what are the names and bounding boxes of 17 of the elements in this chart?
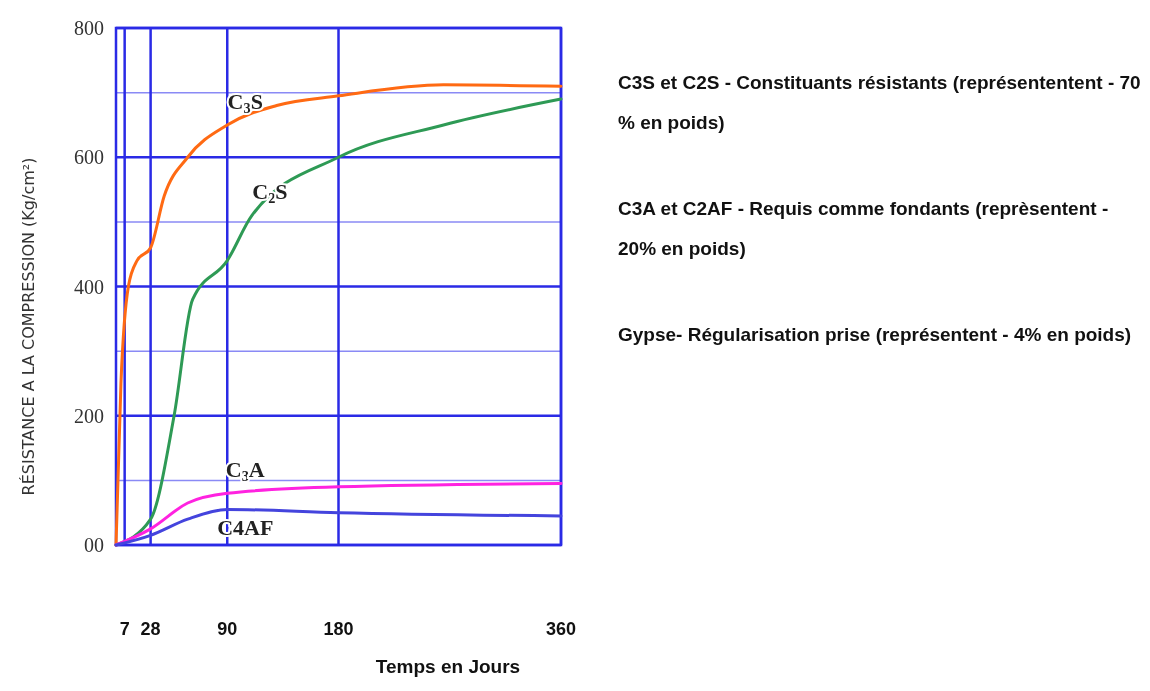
x-axis-title: Temps en Jours <box>375 656 521 677</box>
y-tick-label: 800 <box>74 17 104 39</box>
y-tick-label: 200 <box>74 404 104 427</box>
series-label: C$_{2}$S <box>252 179 288 207</box>
x-tick-label: 28 <box>140 619 161 639</box>
x-tick-label: 90 <box>217 619 238 639</box>
y-axis-title: RÉSISTANCE A LA COMPRESSION (Kg/cm²) <box>19 157 38 496</box>
y-tick-label: 400 <box>74 275 104 298</box>
text: Gypse- Régularisation prise (représentent - 4% en poids) <box>618 323 1133 347</box>
x-tick-label: 7 <box>119 619 130 639</box>
text: C3S et C2S - Constituants résistants (représententent - 70 % en poids) <box>618 71 1142 135</box>
series-label: C$_{3}$S <box>227 88 263 117</box>
y-tick-label: 600 <box>74 146 104 169</box>
x-tick-label: 180 <box>323 619 354 639</box>
x-tick-label: 360 <box>545 619 577 639</box>
y-tick-label: 00 <box>84 534 104 556</box>
text: C3A et C2AF - Requis comme fondants (reprèsentent - 20% en poids) <box>618 197 1110 261</box>
